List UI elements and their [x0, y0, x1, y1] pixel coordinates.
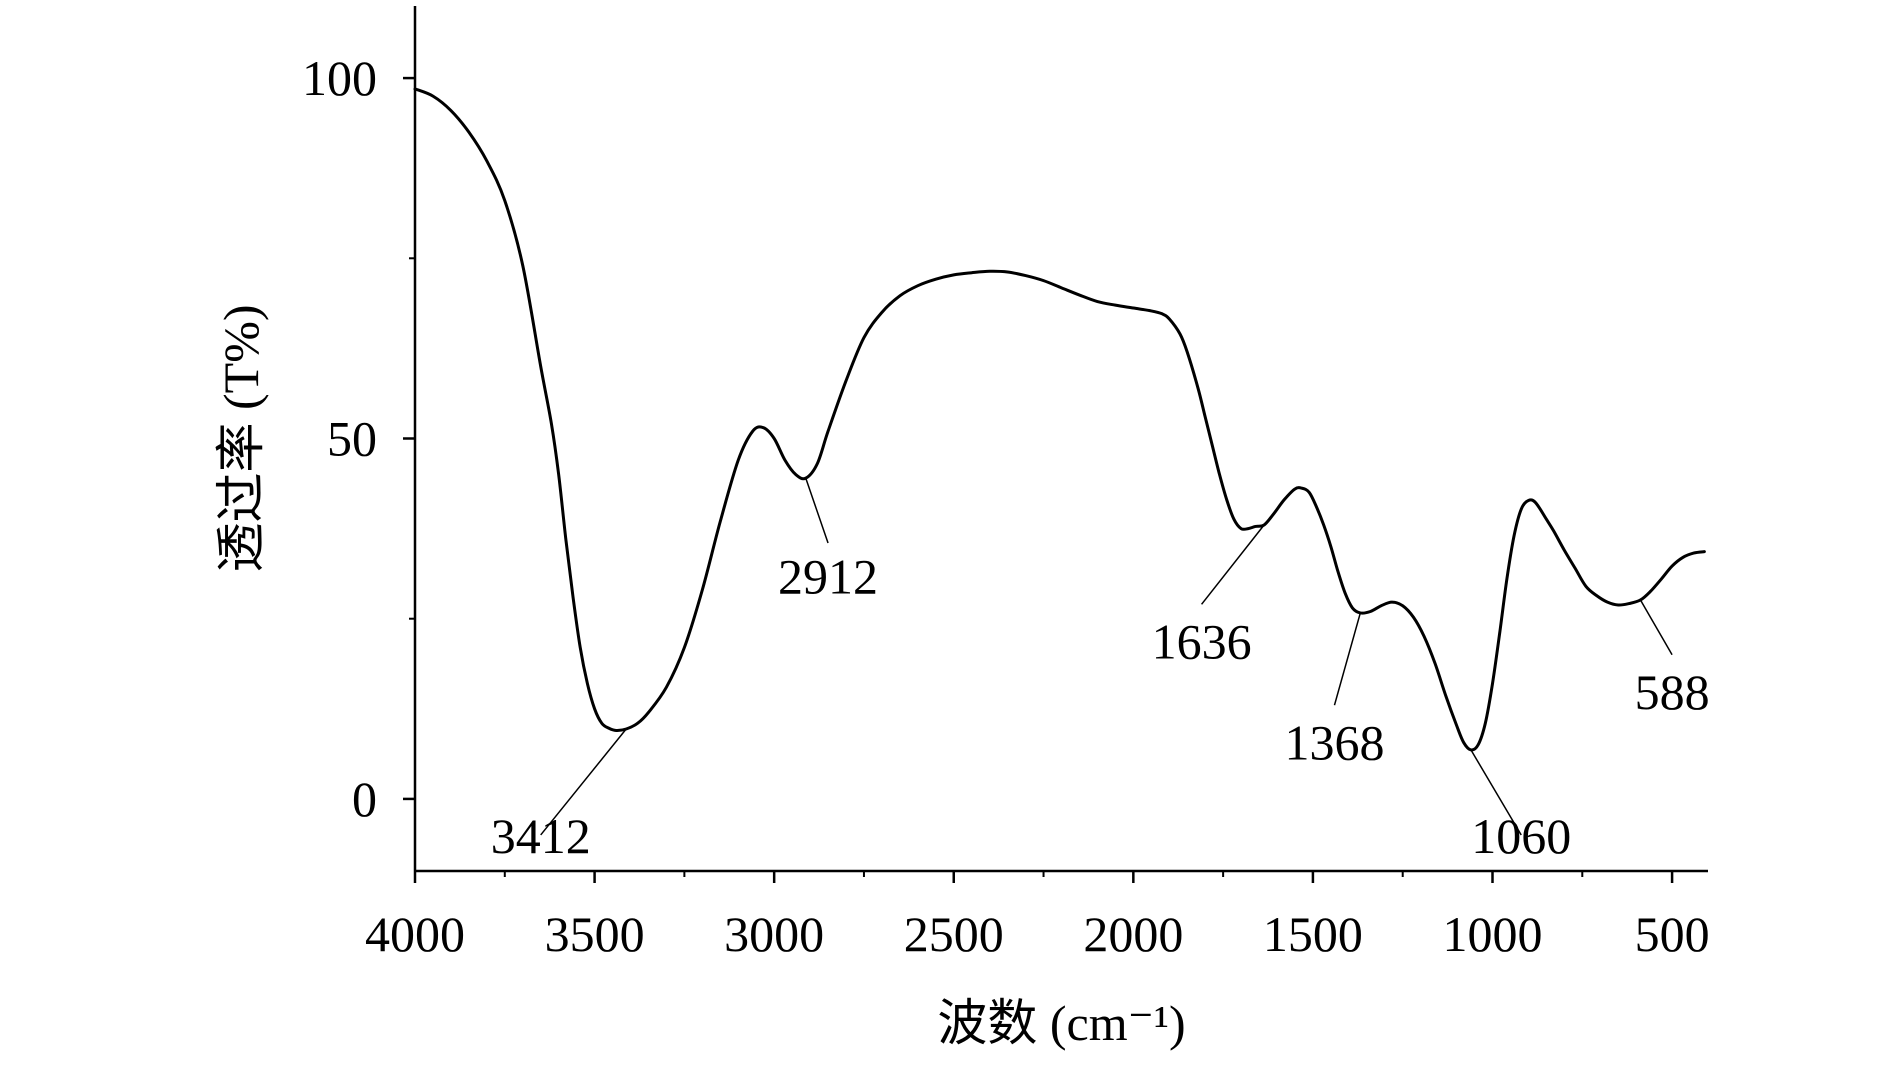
peak-label: 1060: [1471, 808, 1571, 864]
x-tick-label: 2000: [1083, 906, 1183, 962]
axes: [413, 6, 1708, 873]
spectrum-line: [413, 87, 1706, 752]
x-tick-label: 2500: [904, 906, 1004, 962]
peak-label: 3412: [491, 808, 591, 864]
peak-leader-line: [1333, 612, 1362, 706]
peak-leader-line: [805, 477, 829, 544]
peak-leader-line: [540, 728, 627, 836]
peak-label: 1368: [1284, 714, 1384, 770]
y-tick-label: 50: [327, 411, 377, 467]
peak-leader-line: [1200, 524, 1265, 605]
peak-label: 1636: [1152, 613, 1252, 669]
ticks: 4000 3500 3000 2500 2000 1500 1000 500 0 50 100: [302, 50, 1710, 962]
x-tick-label: 3000: [724, 906, 824, 962]
x-axis-title: 波数 (cm⁻¹): [937, 995, 1185, 1051]
peak-label: 588: [1635, 664, 1710, 720]
peak-leader-line: [1639, 599, 1673, 656]
y-axis-title: 透过率 (T%): [213, 305, 269, 573]
y-tick-label: 0: [352, 771, 377, 827]
peak-leader-line: [1470, 749, 1522, 836]
x-tick-label: 500: [1635, 906, 1710, 962]
peak-annotations: 3412 2912 1636 1368 1060 588: [491, 477, 1710, 864]
x-tick-label: 3500: [545, 906, 645, 962]
x-tick-label: 1500: [1263, 906, 1363, 962]
peak-label: 2912: [778, 548, 878, 604]
x-tick-label: 4000: [365, 906, 465, 962]
y-tick-label: 100: [302, 50, 377, 106]
x-tick-label: 1000: [1443, 906, 1543, 962]
series: [413, 87, 1706, 752]
